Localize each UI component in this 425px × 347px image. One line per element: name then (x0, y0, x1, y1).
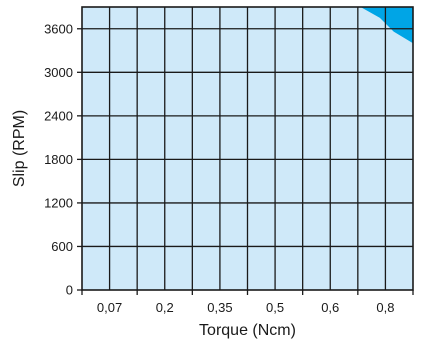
x-axis-title: Torque (Ncm) (199, 322, 296, 339)
x-axis-ticks: 0,070,20,350,50,60,80,9 (81, 290, 414, 315)
x-tick-label: 0,8 (376, 300, 394, 315)
y-axis-title: Slip (RPM) (11, 110, 28, 187)
y-tick-label: 1800 (44, 152, 73, 167)
operating-region (360, 7, 413, 44)
grid-lines (82, 7, 413, 290)
y-tick-label: 600 (51, 239, 73, 254)
x-tick-label: 0,6 (321, 300, 339, 315)
x-tick-label: 0,2 (156, 300, 174, 315)
x-tick-label: 0,35 (207, 300, 232, 315)
y-tick-label: 3600 (44, 21, 73, 36)
y-tick-label: 0 (66, 283, 73, 298)
y-tick-label: 2400 (44, 108, 73, 123)
x-tick-label: 0,5 (266, 300, 284, 315)
y-tick-label: 1200 (44, 195, 73, 210)
x-tick-label: 0,07 (97, 300, 122, 315)
y-tick-label: 3000 (44, 65, 73, 80)
y-axis-ticks: 0 600 1200 1800 2400 3000 3600 (44, 21, 82, 298)
